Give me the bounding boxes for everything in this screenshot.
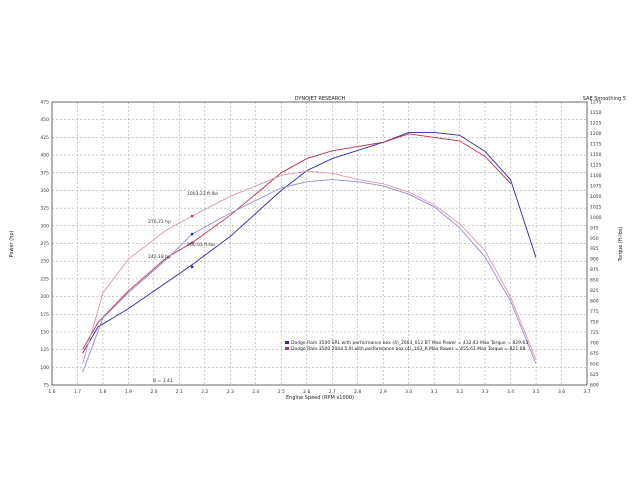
chart-title: DYNOJET RESEARCH bbox=[295, 96, 346, 102]
y-right-tick-label: 1125 bbox=[590, 162, 602, 168]
x-tick-label: 1.8 bbox=[99, 389, 106, 395]
y-left-tick-label: 200 bbox=[40, 294, 49, 300]
y-left-tick-label: 375 bbox=[40, 170, 49, 176]
x-tick-label: 3.4 bbox=[507, 389, 514, 395]
legend-entry: Dodge Ram 3500 2004 5.9l with performanc… bbox=[291, 346, 526, 352]
x-tick-label: 2.1 bbox=[176, 389, 183, 395]
data-label: 1003.23 ft-lbs bbox=[187, 191, 219, 197]
x-tick-label: 2.9 bbox=[380, 389, 387, 395]
legend-entry: Dodge Ram 3500 SRL with performance box … bbox=[291, 340, 528, 346]
y-left-tick-label: 250 bbox=[40, 259, 49, 265]
y-left-tick-label: 300 bbox=[40, 223, 49, 229]
y-left-tick-label: 150 bbox=[40, 329, 49, 335]
data-point-marker bbox=[191, 215, 194, 218]
y-right-tick-label: 1200 bbox=[590, 131, 602, 137]
x-tick-label: 3.0 bbox=[405, 389, 412, 395]
x-tick-label: 2.2 bbox=[201, 389, 208, 395]
legend-swatch-red bbox=[285, 347, 289, 350]
y-left-tick-label: 275 bbox=[40, 241, 49, 247]
y-left-tick-label: 450 bbox=[40, 117, 49, 123]
series-line-power bbox=[83, 134, 511, 350]
data-label: 276.22 hp bbox=[148, 219, 171, 225]
x-tick-label: 1.9 bbox=[125, 389, 132, 395]
smoothing-label: SAE Smoothing 5 bbox=[583, 96, 626, 102]
y-left-tick-label: 175 bbox=[40, 312, 49, 318]
y-right-tick-label: 700 bbox=[590, 341, 599, 347]
y-right-tick-label: 1225 bbox=[590, 120, 602, 126]
y-right-tick-label: 1250 bbox=[590, 110, 602, 116]
y-left-tick-label: 325 bbox=[40, 206, 49, 212]
y-right-tick-label: 1075 bbox=[590, 183, 602, 189]
y-right-tick-label: 825 bbox=[590, 288, 599, 294]
y-right-tick-label: 775 bbox=[590, 309, 599, 315]
x-tick-label: 2.0 bbox=[150, 389, 157, 395]
x-tick-label: 2.3 bbox=[227, 389, 234, 395]
x-tick-label: 1.6 bbox=[48, 389, 55, 395]
y-left-tick-label: 225 bbox=[40, 276, 49, 282]
legend: Dodge Ram 3500 SRL with performance box … bbox=[285, 340, 528, 352]
y-right-tick-label: 850 bbox=[590, 278, 599, 284]
y-left-tick-label: 100 bbox=[40, 365, 49, 371]
x-tick-label: 3.6 bbox=[558, 389, 565, 395]
y-right-tick-label: 975 bbox=[590, 225, 599, 231]
y-axis-left-label: Power (hp) bbox=[9, 230, 15, 257]
data-point-marker bbox=[191, 233, 194, 236]
y-right-tick-label: 1150 bbox=[590, 152, 602, 158]
series-line-torque bbox=[83, 171, 536, 364]
y-left-tick-label: 75 bbox=[43, 383, 49, 389]
y-right-tick-label: 725 bbox=[590, 330, 599, 336]
legend-swatch-blue bbox=[285, 341, 289, 344]
series-layer bbox=[83, 132, 536, 372]
y-left-tick-labels: 75 100 125 150 175 200 225 250 275 300 325 350 375 40… bbox=[40, 100, 49, 389]
y-right-tick-label: 900 bbox=[590, 257, 599, 263]
y-left-tick-label: 475 bbox=[40, 100, 49, 106]
y-axis-right-label: Torque (ft-lbs) bbox=[618, 227, 624, 263]
x-axis-label: Engine Speed (RPM x1000) bbox=[286, 395, 354, 401]
x-tick-label: 2.8 bbox=[354, 389, 361, 395]
y-right-tick-label: 800 bbox=[590, 299, 599, 305]
y-right-tick-label: 925 bbox=[590, 246, 599, 252]
data-label: 242.18 hp bbox=[148, 254, 171, 260]
x-tick-label: 3.3 bbox=[482, 389, 489, 395]
x-tick-label: 3.2 bbox=[456, 389, 463, 395]
footnote: B = 3.41 bbox=[153, 378, 173, 384]
x-tick-label: 3.1 bbox=[431, 389, 438, 395]
y-right-tick-label: 750 bbox=[590, 320, 599, 326]
x-tick-label: 3.7 bbox=[583, 389, 590, 395]
data-point-marker bbox=[191, 266, 194, 269]
y-right-tick-label: 1050 bbox=[590, 194, 602, 200]
y-right-tick-label: 600 bbox=[590, 383, 599, 389]
y-right-tick-label: 950 bbox=[590, 236, 599, 242]
series-line-power bbox=[83, 132, 536, 353]
x-tick-label: 1.7 bbox=[74, 389, 81, 395]
y-left-tick-label: 425 bbox=[40, 135, 49, 141]
y-left-tick-label: 125 bbox=[40, 347, 49, 353]
y-left-tick-label: 350 bbox=[40, 188, 49, 194]
y-right-tick-label: 875 bbox=[590, 267, 599, 273]
y-right-tick-label: 1100 bbox=[590, 173, 602, 179]
y-right-tick-label: 650 bbox=[590, 362, 599, 368]
y-right-tick-label: 1025 bbox=[590, 204, 602, 210]
y-right-tick-label: 1175 bbox=[590, 141, 602, 147]
y-left-tick-label: 400 bbox=[40, 153, 49, 159]
y-right-tick-label: 675 bbox=[590, 351, 599, 357]
x-tick-label: 3.5 bbox=[532, 389, 539, 395]
x-tick-label: 2.5 bbox=[278, 389, 285, 395]
marker-layer bbox=[191, 215, 194, 268]
y-right-tick-labels: 600 625 650 675 700 725 750 775 800 825 850 875 900 9… bbox=[590, 100, 602, 389]
y-right-tick-label: 1000 bbox=[590, 215, 602, 221]
y-right-tick-label: 625 bbox=[590, 372, 599, 378]
x-tick-label: 2.4 bbox=[252, 389, 259, 395]
data-label: 960.03 ft-lbs bbox=[187, 242, 216, 248]
